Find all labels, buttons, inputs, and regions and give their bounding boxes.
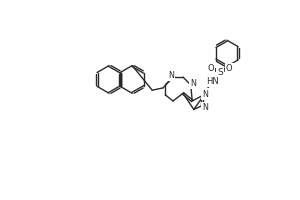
Text: N: N xyxy=(190,79,196,88)
Text: N: N xyxy=(202,90,208,99)
Text: N: N xyxy=(202,103,208,112)
Text: HN: HN xyxy=(206,77,219,86)
Text: O: O xyxy=(207,64,214,73)
Text: S: S xyxy=(217,68,223,77)
Text: N: N xyxy=(168,71,174,80)
Text: O: O xyxy=(226,64,232,73)
